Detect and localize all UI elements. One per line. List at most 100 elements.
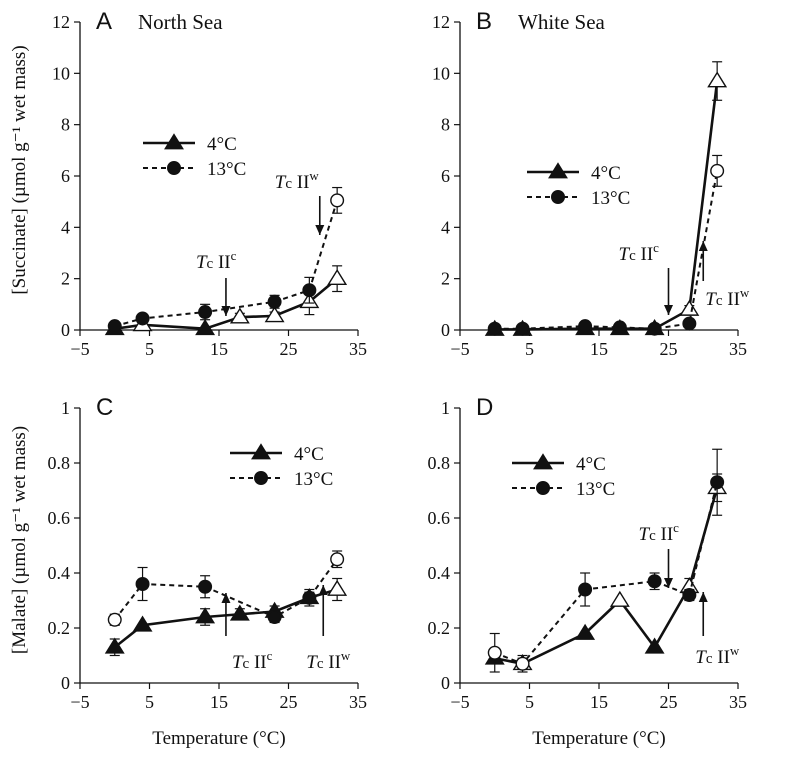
data-point	[647, 321, 662, 336]
data-point	[487, 321, 502, 336]
panel-letter: C	[96, 394, 113, 421]
annotation-arrow-head	[664, 305, 673, 315]
x-tick-label: −5	[70, 692, 89, 712]
data-point	[264, 306, 285, 323]
series-line	[114, 200, 339, 328]
x-tick-label: −5	[450, 692, 469, 712]
legend-marker	[164, 133, 184, 150]
data-point	[330, 193, 345, 208]
y-tick-label: 0.4	[48, 563, 71, 583]
annotation-arrow-head	[315, 225, 325, 235]
panel-title: North Sea	[138, 10, 223, 34]
data-point	[707, 71, 728, 88]
y-tick-label: 6	[61, 166, 70, 186]
x-tick-label: 25	[280, 692, 298, 712]
data-point	[104, 637, 125, 654]
data-point	[107, 612, 122, 627]
annotation-label: Tc IIc	[232, 648, 273, 673]
y-tick-label: 2	[441, 269, 450, 289]
legend-marker	[251, 443, 271, 460]
y-tick-label: 0	[441, 320, 450, 340]
x-tick-label: 35	[349, 339, 367, 359]
y-tick-label: 8	[441, 115, 450, 135]
annotation-label: Tc IIw	[695, 643, 740, 668]
annotation: Tc IIw	[306, 585, 351, 673]
x-tick-label: −5	[450, 339, 469, 359]
data-point	[710, 475, 725, 490]
series-line	[494, 487, 719, 666]
annotation-arrow-head	[664, 578, 673, 588]
series-circle	[487, 448, 725, 673]
y-tick-label: 0.2	[428, 618, 451, 638]
legend-marker	[533, 453, 553, 470]
annotation-arrow-head	[318, 585, 328, 595]
y-tick-label: 0	[61, 673, 70, 693]
annotation-arrow-head	[698, 592, 708, 602]
legend-marker	[536, 481, 551, 496]
legend-label: 13°C	[576, 479, 615, 500]
annotation-arrow-head	[221, 593, 231, 603]
annotation: Tc IIc	[619, 240, 673, 315]
y-tick-label: 4	[441, 217, 450, 237]
y-tick-label: 1	[441, 398, 450, 418]
data-point	[302, 283, 317, 298]
annotation-label: Tc IIc	[619, 240, 660, 265]
data-point	[327, 579, 348, 596]
legend-marker	[548, 162, 568, 179]
x-tick-label: 15	[210, 692, 228, 712]
legend: 4°C 13°C	[512, 453, 615, 500]
annotation: Tc IIw	[698, 241, 750, 310]
y-tick-label: 0	[441, 673, 450, 693]
annotation-label: Tc IIw	[275, 168, 320, 193]
legend-label: 4°C	[591, 163, 621, 184]
annotation-label: Tc IIc	[639, 520, 680, 545]
series-circle	[487, 154, 725, 336]
y-tick-label: 10	[52, 63, 70, 83]
y-tick-label: 8	[61, 115, 70, 135]
panel-letter: D	[476, 394, 493, 421]
legend-label: 4°C	[207, 134, 237, 155]
data-point	[578, 319, 593, 334]
annotation-arrow-head	[221, 306, 231, 316]
x-tick-label: 35	[729, 339, 747, 359]
data-point	[679, 299, 700, 316]
x-tick-label: 15	[590, 692, 608, 712]
series-circle	[107, 186, 345, 334]
panel-d: 0 0.2 0.4 0.6 0.8 1 −5 5 15 25 35 D Temperature (°C)…	[428, 394, 748, 749]
x-axis-label: Temperature (°C)	[152, 728, 285, 749]
data-point	[609, 590, 630, 607]
y-tick-label: 0.6	[428, 508, 451, 528]
data-point	[267, 294, 282, 309]
legend-label: 13°C	[294, 469, 333, 490]
panel-b: 0 2 4 6 8 10 12 −5 5 15 25 35 B White Sea 4°C 13°C Tc II…	[432, 8, 750, 359]
data-point	[682, 588, 697, 603]
data-point	[195, 607, 216, 624]
x-tick-label: −5	[70, 339, 89, 359]
legend-label: 4°C	[294, 444, 324, 465]
annotation-label: Tc IIw	[306, 648, 351, 673]
data-point	[107, 319, 122, 334]
data-point	[302, 590, 317, 605]
y-tick-label: 0.6	[48, 508, 71, 528]
x-tick-label: 25	[280, 339, 298, 359]
data-point	[229, 307, 250, 324]
legend-label: 13°C	[591, 188, 630, 209]
x-tick-label: 25	[660, 692, 678, 712]
x-tick-label: 25	[660, 339, 678, 359]
x-tick-label: 5	[525, 692, 534, 712]
legend: 4°C 13°C	[230, 443, 333, 490]
legend-marker	[166, 160, 181, 175]
x-tick-label: 35	[729, 692, 747, 712]
series-circle	[107, 550, 345, 627]
data-point	[135, 577, 150, 592]
panel-c: 0 0.2 0.4 0.6 0.8 1 −5 5 15 25 35 C Temperature (°C)…	[48, 394, 368, 749]
annotation: Tc IIc	[196, 248, 237, 316]
data-point	[644, 637, 665, 654]
panel-title: White Sea	[518, 10, 606, 34]
data-point	[229, 604, 250, 621]
annotation: Tc IIw	[275, 168, 325, 235]
y-tick-label: 0	[61, 320, 70, 340]
data-point	[327, 268, 348, 286]
legend: 4°C 13°C	[143, 133, 246, 180]
